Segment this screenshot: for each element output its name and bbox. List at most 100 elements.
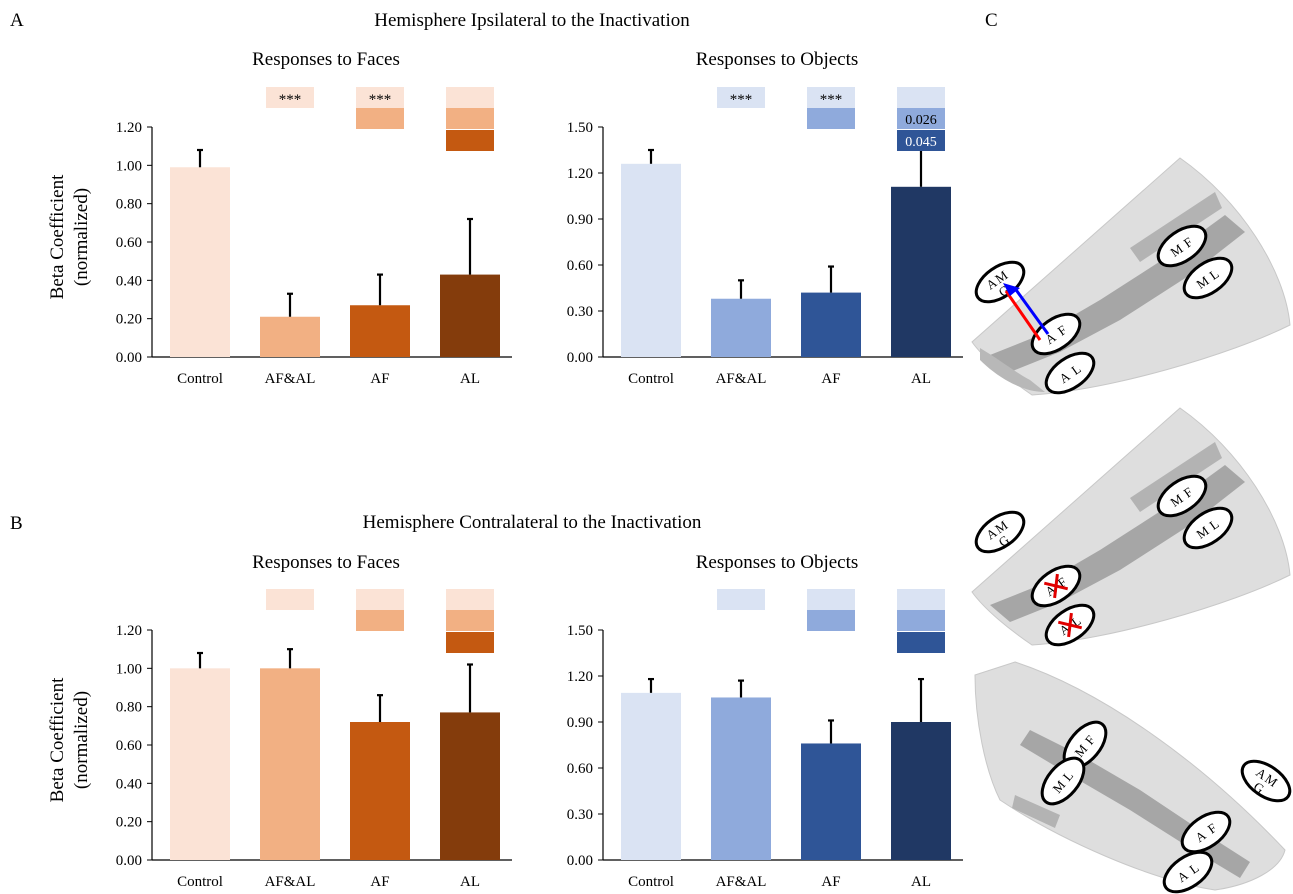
significance-block	[446, 87, 494, 108]
significance-label: ***	[730, 92, 753, 108]
significance-block	[446, 632, 494, 653]
y-axis-label-line1: Beta Coefficient	[47, 174, 68, 299]
connection-arrow-blue	[1012, 286, 1050, 335]
significance-block	[807, 589, 855, 610]
x-tick-label: AF	[821, 874, 840, 890]
y-tick-label: 1.20	[116, 623, 142, 639]
bar-afal	[711, 697, 771, 860]
y-tick-label: 0.00	[116, 350, 142, 366]
bar-al	[891, 186, 951, 357]
patch-outline	[1030, 312, 1082, 356]
patch-outline	[1040, 756, 1086, 806]
patch-outline	[1180, 810, 1232, 854]
y-axis-label-bottom: Beta Coefficient (normalized)	[47, 677, 92, 802]
connection-arrow-red	[1004, 290, 1042, 341]
panel-letter-b: B	[10, 513, 23, 534]
inactivation-mark	[1053, 573, 1059, 599]
y-tick-label: 1.20	[567, 669, 593, 685]
significance-block	[717, 87, 765, 108]
significance-block	[807, 610, 855, 631]
patch-outline	[1240, 759, 1292, 803]
patch-outline	[1182, 256, 1234, 300]
chart-title: Responses to Faces	[252, 552, 400, 573]
y-tick-label: 1.00	[116, 158, 142, 174]
y-axis-label-line2: (normalized)	[71, 691, 92, 789]
significance-block	[897, 130, 945, 151]
y-tick-label: 1.20	[116, 120, 142, 136]
x-tick-label: Control	[628, 874, 674, 890]
patch-outline	[974, 510, 1026, 554]
sulcus	[1130, 442, 1222, 512]
y-tick-label: 0.90	[567, 212, 593, 228]
x-tick-label: AF	[821, 371, 840, 387]
patch-af: AF	[1030, 312, 1082, 356]
patch-mf: MF	[1156, 224, 1208, 268]
y-tick-label: 1.50	[567, 120, 593, 136]
patch-outline	[1156, 474, 1208, 518]
y-tick-label: 0.00	[567, 350, 593, 366]
significance-block	[356, 87, 404, 108]
significance-block	[717, 589, 765, 610]
x-tick-label: AL	[911, 874, 931, 890]
x-tick-label: AF&AL	[265, 874, 316, 890]
y-tick-label: 0.60	[567, 761, 593, 777]
y-tick-label: 0.40	[116, 776, 142, 792]
y-axis-label-line1: Beta Coefficient	[47, 677, 68, 802]
patch-ml: ML	[1182, 506, 1234, 550]
bar-al	[440, 712, 500, 860]
x-tick-label: AL	[911, 371, 931, 387]
x-tick-label: AF	[370, 874, 389, 890]
significance-label: ***	[279, 92, 302, 108]
arrow-head	[1003, 283, 1020, 296]
row-title-contralateral: Hemisphere Contralateral to the Inactiva…	[363, 512, 702, 533]
y-tick-label: 1.20	[567, 166, 593, 182]
significance-block	[266, 87, 314, 108]
bar-al	[891, 722, 951, 860]
y-axis-label-line2: (normalized)	[71, 188, 92, 286]
inactivation-mark	[1067, 612, 1073, 638]
y-tick-label: 0.60	[116, 235, 142, 251]
significance-block	[807, 108, 855, 129]
patch-af: AF	[1030, 564, 1082, 608]
x-tick-label: AF&AL	[716, 371, 767, 387]
x-tick-label: Control	[177, 371, 223, 387]
chart-contra-objects: Responses to Objects 0.00 0.30 0.60 0.90 1.20…	[567, 552, 963, 890]
significance-block	[446, 589, 494, 610]
bar-afal	[260, 668, 320, 860]
y-tick-label: 1.50	[567, 623, 593, 639]
patch-al: AL	[1044, 603, 1096, 647]
y-tick-label: 0.00	[116, 853, 142, 869]
y-tick-label: 0.60	[567, 258, 593, 274]
significance-block	[446, 130, 494, 151]
y-tick-label: 0.90	[567, 715, 593, 731]
bar-afal	[711, 298, 771, 357]
row-title-ipsilateral: Hemisphere Ipsilateral to the Inactivati…	[374, 10, 690, 31]
significance-block	[897, 632, 945, 653]
x-tick-label: AF&AL	[265, 371, 316, 387]
x-tick-label: AF&AL	[716, 874, 767, 890]
patch-outline	[1182, 506, 1234, 550]
significance-block	[446, 108, 494, 129]
y-tick-label: 0.20	[116, 815, 142, 831]
chart-contra-faces: Responses to Faces 0.00 0.20 0.40 0.60 0.80 1.…	[116, 552, 512, 890]
bar-control	[621, 692, 681, 860]
significance-label: 0.026	[905, 113, 937, 128]
y-tick-label: 0.80	[116, 700, 142, 716]
significance-block	[446, 610, 494, 631]
bar-control	[170, 668, 230, 860]
y-tick-label: 0.20	[116, 312, 142, 328]
significance-block	[266, 589, 314, 610]
patch-amg: AMG	[1240, 759, 1292, 803]
sulcus	[1130, 192, 1222, 262]
significance-label: 0.045	[905, 135, 937, 150]
patch-af: AF	[1180, 810, 1232, 854]
chart-title: Responses to Objects	[696, 552, 859, 573]
bar-af	[350, 722, 410, 860]
sulcus	[980, 348, 1045, 392]
bar-control	[170, 167, 230, 357]
y-tick-label: 0.80	[116, 197, 142, 213]
patch-outline	[1044, 351, 1096, 395]
y-tick-label: 0.30	[567, 807, 593, 823]
